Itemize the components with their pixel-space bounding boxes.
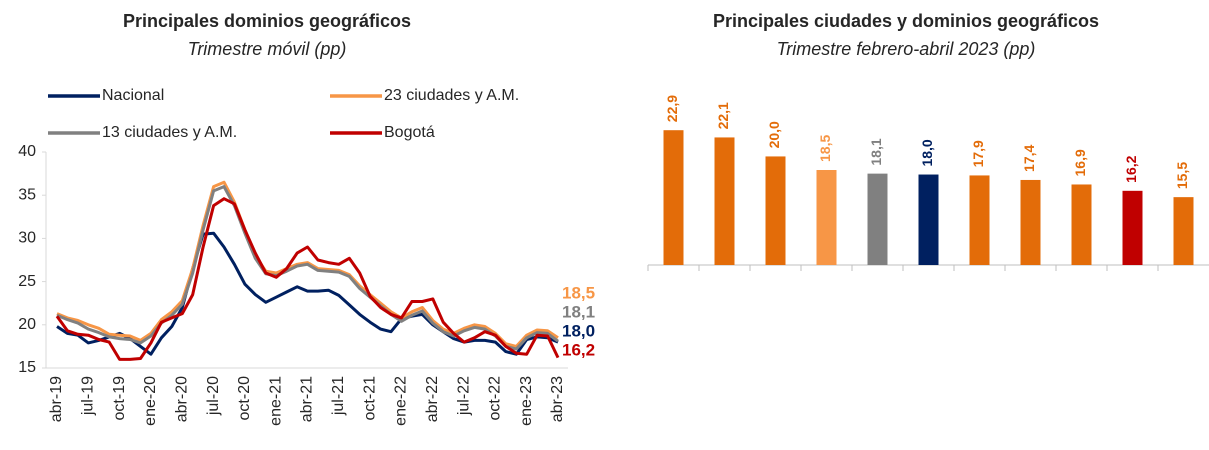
series-line <box>56 231 559 356</box>
chart-subtitle: Trimestre móvil (pp) <box>188 39 347 59</box>
chart-title: Principales dominios geográficos <box>123 11 411 31</box>
x-tick-label: abr-21 <box>299 376 316 422</box>
value-label: 20,0 <box>766 121 782 148</box>
series-line <box>56 185 559 351</box>
legend-label: 23 ciudades y A.M. <box>384 87 519 104</box>
bar <box>1122 190 1143 265</box>
value-label: 18,5 <box>817 135 833 162</box>
x-tick-label: abr-20 <box>173 376 190 422</box>
x-tick-label: abr-19 <box>48 376 65 422</box>
x-tick-label: jul-21 <box>330 376 347 416</box>
x-tick-label: jul-19 <box>80 376 97 416</box>
bar <box>1173 197 1194 265</box>
legend-label: 13 ciudades y A.M. <box>102 124 237 141</box>
value-label: 16,2 <box>1123 155 1139 182</box>
value-label: 18,1 <box>868 138 884 165</box>
x-tick-label: oct-19 <box>111 376 128 421</box>
legend-label: Nacional <box>102 87 164 104</box>
y-tick-label: 40 <box>18 143 36 160</box>
chart-title: Principales ciudades y dominios geográfi… <box>713 11 1099 31</box>
value-label: 22,9 <box>664 95 680 122</box>
value-label: 16,9 <box>1072 149 1088 176</box>
bar <box>969 175 990 265</box>
x-tick-label: ene-23 <box>518 376 535 426</box>
y-tick-label: 25 <box>18 273 36 290</box>
x-tick-label: ene-22 <box>393 376 410 426</box>
y-tick-label: 20 <box>18 316 36 333</box>
series-line <box>56 180 559 348</box>
value-label: 17,9 <box>970 140 986 167</box>
x-tick-label: oct-22 <box>487 376 504 421</box>
y-tick-label: 35 <box>18 186 36 203</box>
value-label: 17,4 <box>1021 144 1037 171</box>
end-value-label: 18,0 <box>562 321 595 340</box>
x-tick-label: ene-20 <box>142 376 159 426</box>
bar <box>765 156 786 265</box>
x-tick-label: oct-20 <box>236 376 253 421</box>
bar <box>816 170 837 265</box>
x-tick-label: ene-21 <box>267 376 284 426</box>
chart-subtitle: Trimestre febrero-abril 2023 (pp) <box>777 39 1036 59</box>
bar <box>714 137 735 265</box>
value-label: 22,1 <box>715 102 731 129</box>
bar <box>1071 184 1092 265</box>
x-tick-label: jul-22 <box>455 376 472 416</box>
end-value-label: 18,1 <box>562 302 595 321</box>
x-tick-label: abr-23 <box>549 376 566 422</box>
y-tick-label: 15 <box>18 359 36 376</box>
x-tick-label: abr-22 <box>424 376 441 422</box>
end-value-label: 18,5 <box>562 283 595 302</box>
value-label: 15,5 <box>1174 162 1190 189</box>
bar <box>1020 179 1041 265</box>
y-tick-label: 30 <box>18 230 36 247</box>
x-tick-label: jul-20 <box>205 376 222 416</box>
bar <box>918 174 939 265</box>
value-label: 18,0 <box>919 139 935 166</box>
bar <box>867 173 888 265</box>
x-tick-label: oct-21 <box>361 376 378 421</box>
end-value-label: 16,2 <box>562 340 595 359</box>
series-line <box>55 197 560 361</box>
legend-label: Bogotá <box>384 124 435 141</box>
bar <box>663 130 684 265</box>
